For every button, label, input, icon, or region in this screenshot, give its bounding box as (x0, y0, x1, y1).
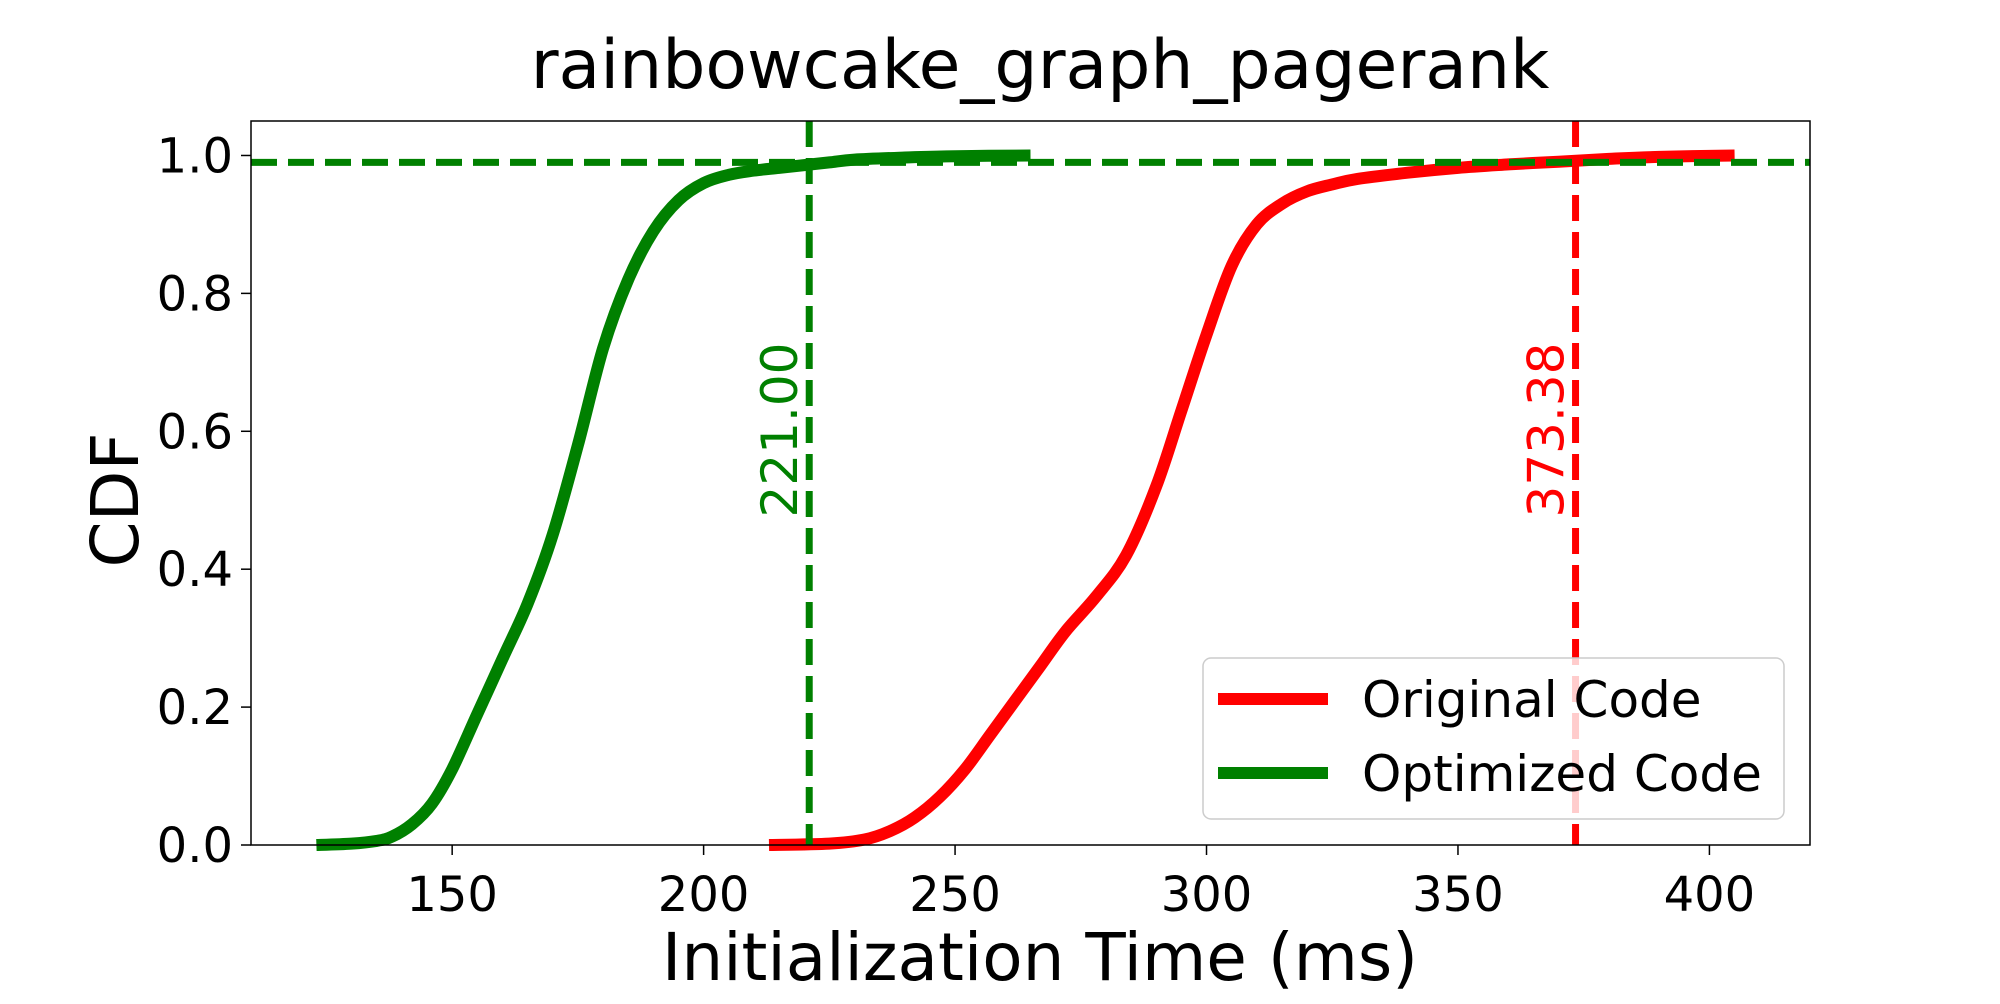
x-tick-label: 200 (658, 867, 750, 923)
y-tick-label: 0.8 (157, 266, 233, 322)
series-line-original-code (768, 149, 1735, 851)
legend: Original Code Optimized Code (1202, 657, 1785, 820)
x-tick-label: 350 (1412, 867, 1504, 923)
y-tick-label: 0.4 (157, 542, 233, 598)
x-axis-label: Initialization Time (ms) (662, 919, 1418, 996)
y-axis-label: CDF (77, 433, 154, 568)
reference-line-label: 373.38 (1518, 343, 1576, 518)
chart-title: rainbowcake_graph_pagerank (531, 26, 1550, 105)
legend-label-optimized: Optimized Code (1362, 745, 1762, 803)
y-tick-label: 1.0 (157, 128, 233, 184)
y-tick-label: 0.6 (157, 404, 233, 460)
x-tick-label: 300 (1161, 867, 1253, 923)
legend-label-original: Original Code (1362, 671, 1702, 729)
y-tick-label: 0.0 (157, 818, 233, 874)
y-tick-label: 0.2 (157, 680, 233, 736)
legend-box (1202, 657, 1785, 820)
x-tick-label: 400 (1664, 867, 1756, 923)
reference-line-label: 221.00 (751, 343, 809, 518)
series-line-optimized-code (316, 149, 1031, 851)
x-tick-label: 150 (406, 867, 498, 923)
axis-ticks: 150 200 250 300 350 400 0.0 0.2 0.4 0.6 0.8 1.0 (157, 128, 1756, 923)
x-tick-label: 250 (909, 867, 1001, 923)
plot-frame (250, 120, 1811, 846)
